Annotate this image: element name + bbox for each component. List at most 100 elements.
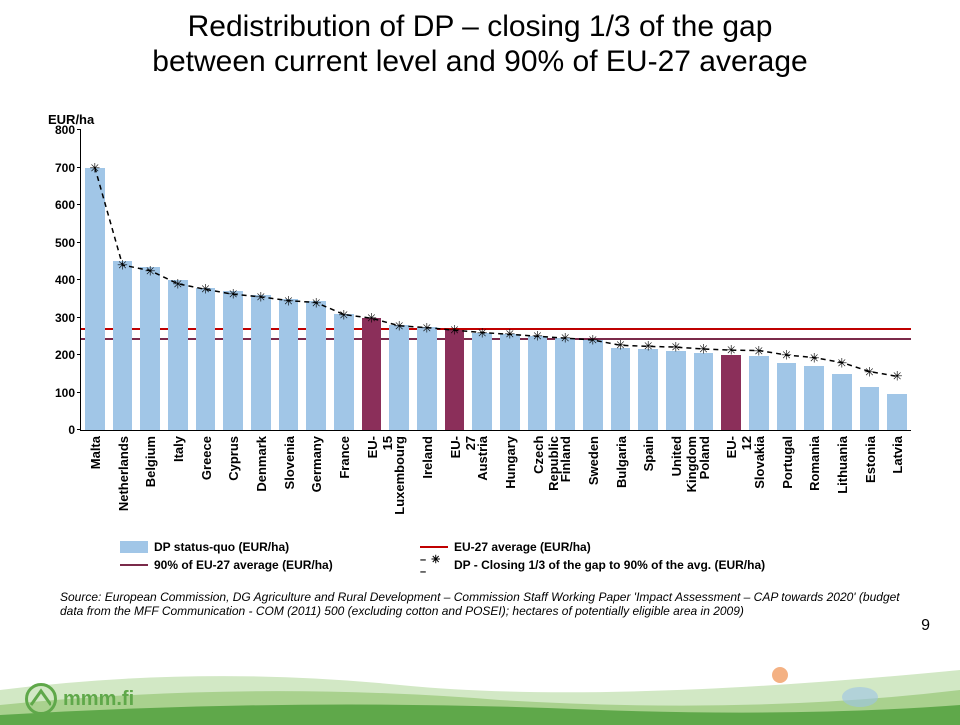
closing-marker: ✳ [145, 264, 156, 277]
bar [362, 318, 381, 431]
closing-marker: ✳ [698, 343, 709, 356]
closing-marker: ✳ [504, 328, 515, 341]
page-number: 9 [921, 617, 930, 635]
closing-marker: ✳ [615, 339, 626, 352]
closing-marker: ✳ [421, 321, 432, 334]
bar [472, 333, 491, 431]
logo-text: mmm.fi [63, 688, 134, 711]
logo: mmm.fi [25, 683, 134, 715]
closing-marker: ✳ [892, 370, 903, 383]
x-tick-label: Hungary [503, 436, 518, 489]
x-tick-label: Romania [807, 436, 822, 491]
bar [694, 353, 713, 430]
footer-illustration [0, 655, 960, 725]
x-tick-label: Estonia [863, 436, 878, 483]
legend-item-90pct: 90% of EU-27 average (EUR/ha) [120, 558, 420, 572]
bar [611, 348, 630, 431]
bar [223, 291, 242, 430]
x-tick-label: EU-27 [448, 436, 478, 458]
legend-item-status-quo: DP status-quo (EUR/ha) [120, 540, 420, 554]
x-tick-label: United Kingdom [669, 436, 699, 492]
x-tick-label: Italy [171, 436, 186, 462]
closing-marker: ✳ [477, 326, 488, 339]
x-tick-label: Luxembourg [392, 436, 407, 515]
x-tick-label: Sweden [586, 436, 601, 485]
x-tick-label: Germany [309, 436, 324, 492]
bar [334, 314, 353, 430]
x-tick-label: EU-15 [365, 436, 395, 458]
x-tick-label: Slovakia [752, 436, 767, 489]
closing-marker: ✳ [283, 294, 294, 307]
x-tick-label: Cyprus [226, 436, 241, 481]
closing-marker: ✳ [753, 344, 764, 357]
x-tick-label: Portugal [780, 436, 795, 489]
closing-marker: ✳ [394, 319, 405, 332]
bar [555, 338, 574, 430]
bar [749, 356, 768, 430]
y-tick-label: 500 [45, 236, 75, 250]
closing-marker: ✳ [532, 330, 543, 343]
bar [804, 366, 823, 430]
y-tick-label: 400 [45, 273, 75, 287]
y-tick-label: 300 [45, 311, 75, 325]
closing-marker: ✳ [172, 277, 183, 290]
closing-marker: ✳ [228, 288, 239, 301]
x-tick-label: Poland [697, 436, 712, 479]
bar [417, 327, 436, 430]
source-note: Source: European Commission, DG Agricult… [60, 590, 900, 618]
x-tick-label: France [337, 436, 352, 479]
logo-icon [25, 683, 57, 715]
closing-marker: ✳ [338, 308, 349, 321]
closing-marker: ✳ [560, 332, 571, 345]
bar [638, 349, 657, 430]
y-tick-label: 700 [45, 161, 75, 175]
bar [528, 336, 547, 430]
bar [887, 394, 906, 430]
chart-plot-area: 0100200300400500600700800Malta✳Netherlan… [80, 130, 911, 431]
x-tick-label: Finland [558, 436, 573, 482]
x-tick-label: Latvia [890, 436, 905, 474]
bar [445, 330, 464, 430]
bar [168, 280, 187, 430]
closing-marker: ✳ [117, 259, 128, 272]
bar [389, 325, 408, 430]
bar [113, 261, 132, 430]
x-tick-label: Austria [475, 436, 490, 481]
x-tick-label: Malta [88, 436, 103, 469]
x-tick-label: Ireland [420, 436, 435, 479]
closing-marker: ✳ [643, 340, 654, 353]
bar [196, 288, 215, 431]
bar [721, 355, 740, 430]
bar [666, 351, 685, 431]
y-tick-label: 0 [45, 423, 75, 437]
bar [306, 301, 325, 430]
x-tick-label: Slovenia [282, 436, 297, 489]
title-line-1: Redistribution of DP – closing 1/3 of th… [188, 10, 773, 43]
bar [279, 299, 298, 430]
closing-marker: ✳ [670, 341, 681, 354]
y-tick-label: 600 [45, 198, 75, 212]
bar [140, 267, 159, 430]
y-tick-label: 200 [45, 348, 75, 362]
chart-legend: DP status-quo (EUR/ha) EU-27 average (EU… [120, 540, 920, 576]
y-tick-label: 800 [45, 123, 75, 137]
title-line-2: between current level and 90% of EU-27 a… [152, 45, 807, 78]
bar [860, 387, 879, 430]
x-tick-label: EU-12 [724, 436, 754, 458]
closing-marker: ✳ [366, 312, 377, 325]
x-tick-label: Greece [199, 436, 214, 480]
closing-marker: ✳ [89, 161, 100, 174]
bar [85, 168, 104, 431]
closing-marker: ✳ [311, 296, 322, 309]
closing-marker: ✳ [449, 324, 460, 337]
closing-marker: ✳ [781, 349, 792, 362]
closing-marker: ✳ [587, 334, 598, 347]
x-tick-label: Lithuania [835, 436, 850, 494]
x-tick-label: Czech Republic [531, 436, 561, 491]
x-tick-label: Belgium [143, 436, 158, 487]
closing-marker: ✳ [200, 283, 211, 296]
closing-marker: ✳ [864, 365, 875, 378]
x-tick-label: Spain [641, 436, 656, 471]
bar [500, 334, 519, 430]
chart-title: Redistribution of DP – closing 1/3 of th… [0, 0, 960, 79]
